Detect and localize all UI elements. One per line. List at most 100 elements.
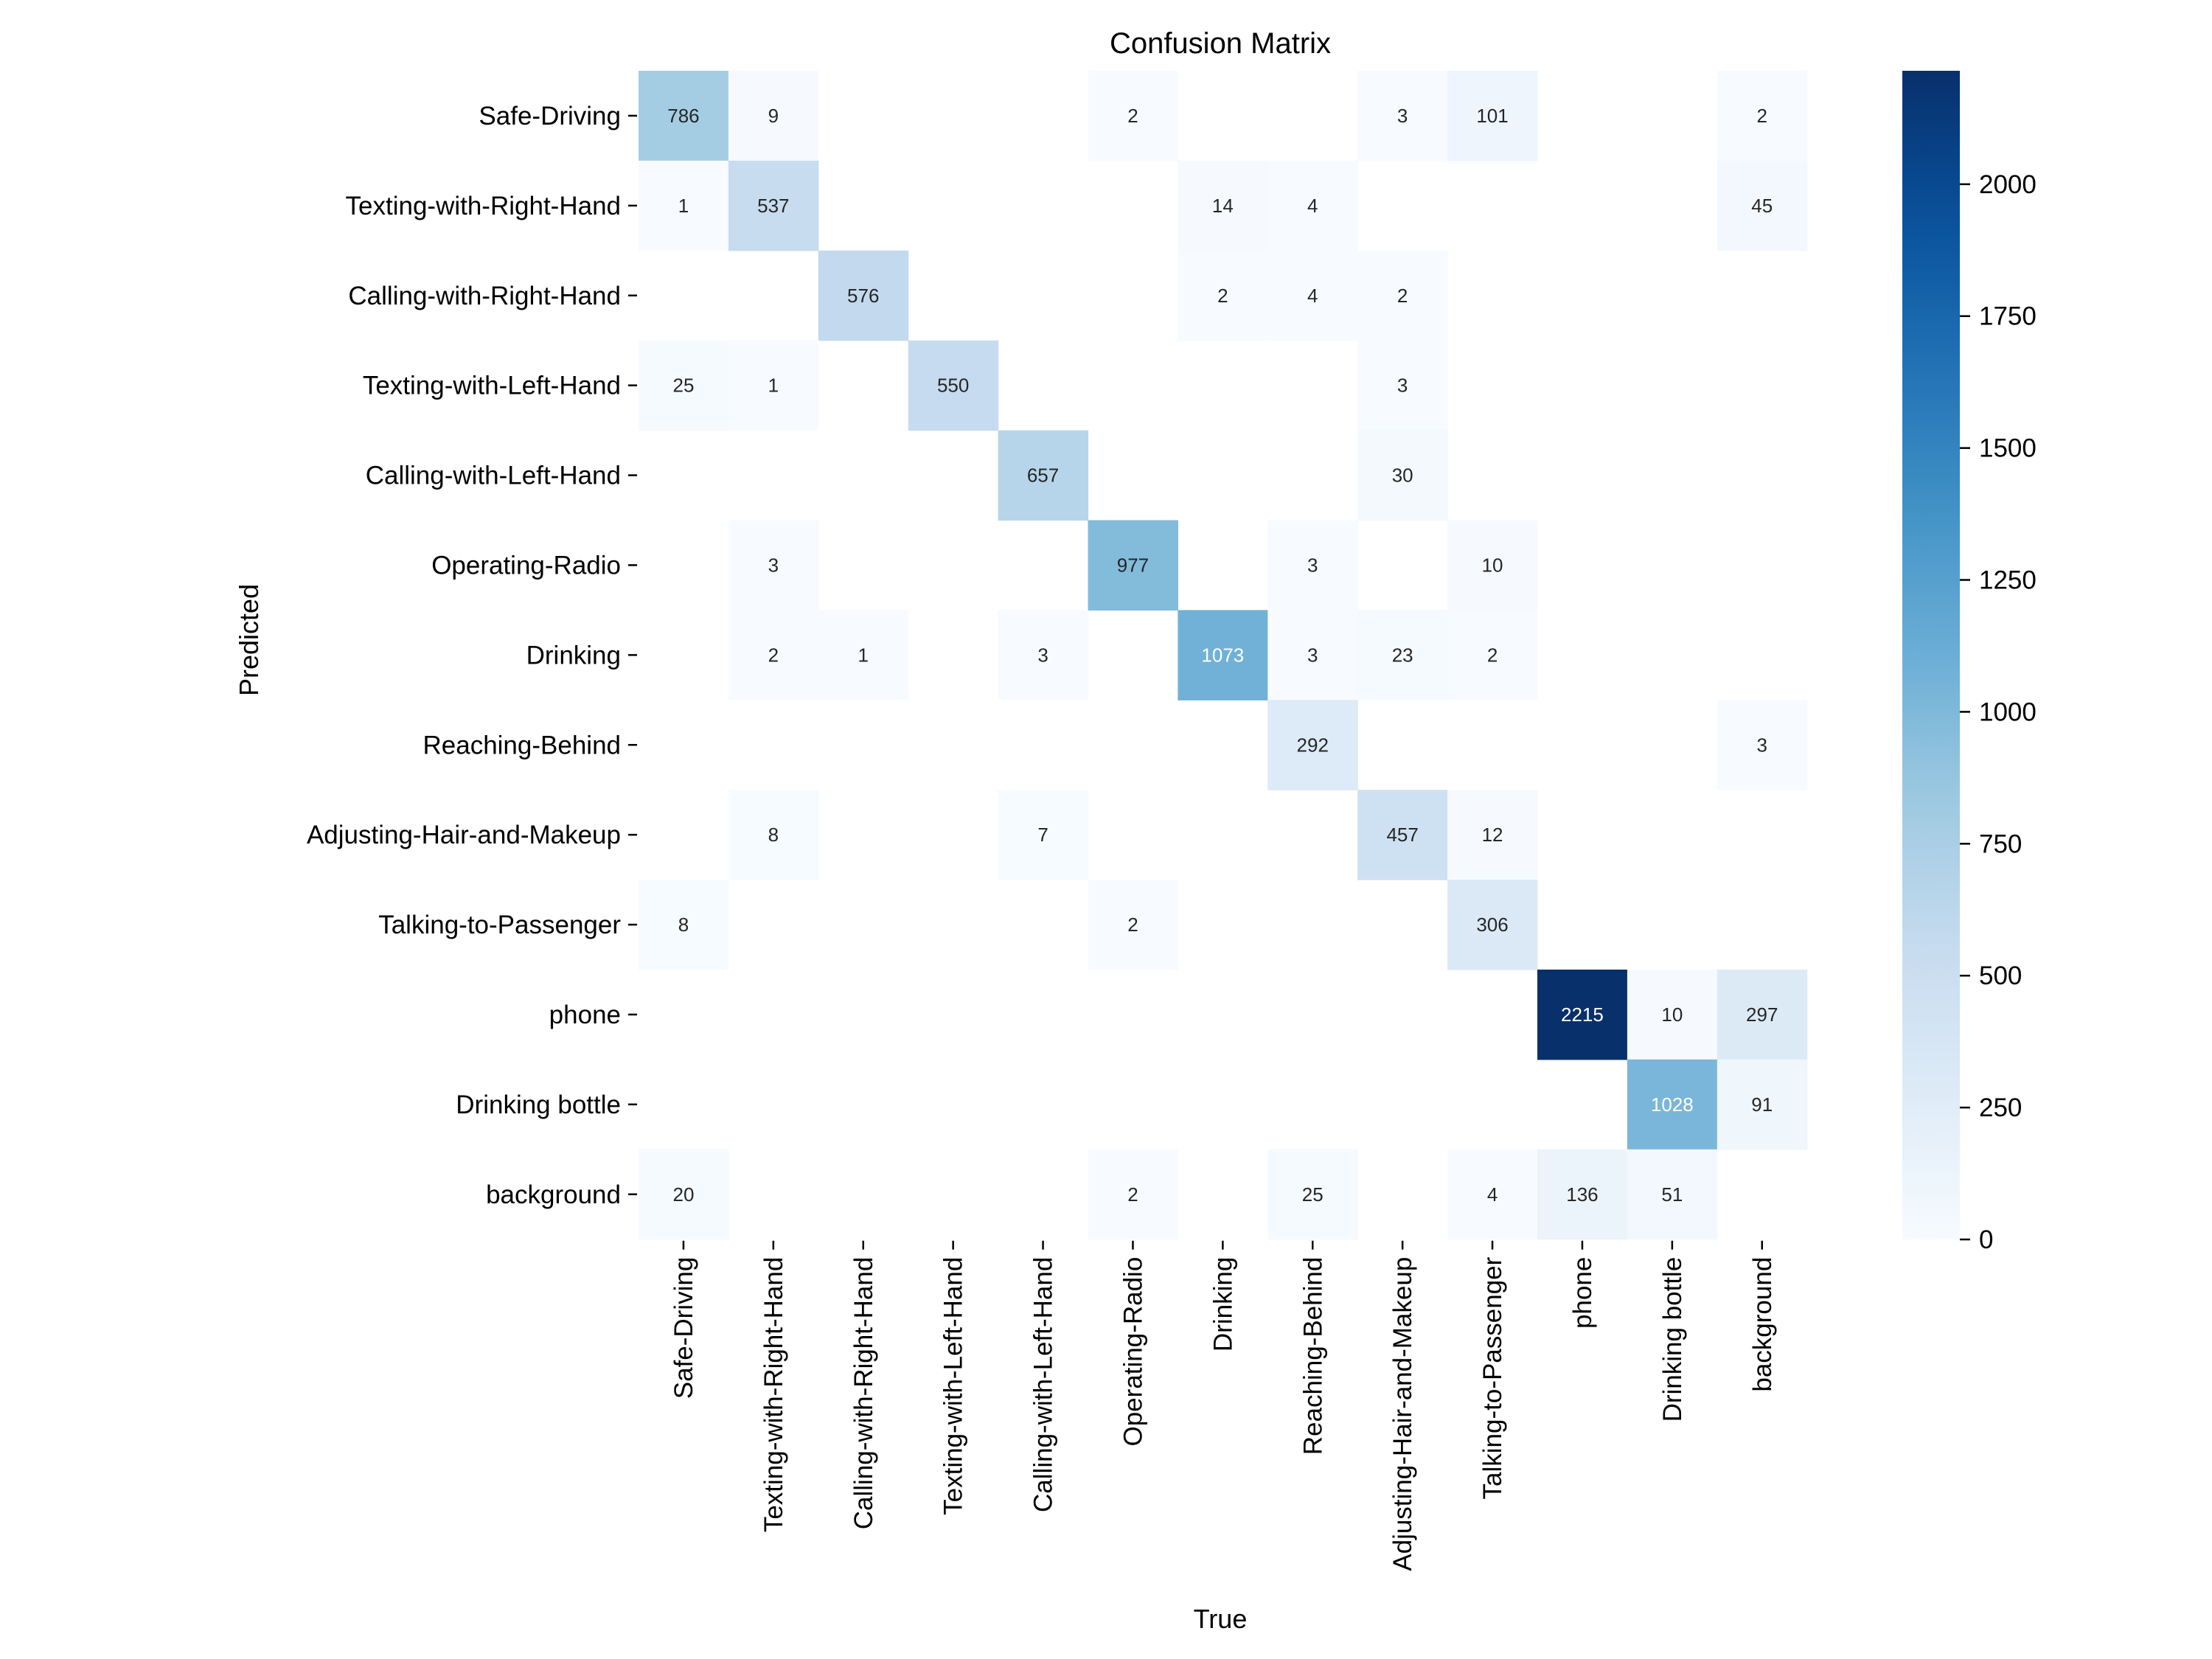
- cell-value-label: 977: [1117, 554, 1149, 576]
- heatmap-cell: [1447, 610, 1538, 700]
- cell-value-label: 91: [1751, 1093, 1773, 1116]
- heatmap-cell: [1178, 250, 1268, 341]
- cell-value-label: 25: [672, 375, 694, 397]
- col-tick-label: Adjusting-Hair-and-Makeup: [1388, 1257, 1417, 1571]
- cell-value-label: 550: [937, 375, 969, 397]
- cell-value-label: 3: [1307, 554, 1318, 576]
- cell-value-label: 3: [1397, 105, 1408, 127]
- cell-value-label: 30: [1392, 465, 1413, 487]
- cell-value-label: 1073: [1201, 644, 1244, 666]
- cell-value-label: 45: [1751, 195, 1773, 217]
- col-tick-label: Texting-with-Left-Hand: [939, 1257, 968, 1515]
- cell-value-label: 20: [672, 1183, 694, 1206]
- row-tick-label: Talking-to-Passenger: [378, 911, 621, 939]
- cell-value-label: 3: [1397, 375, 1408, 397]
- cell-value-label: 2: [1127, 105, 1138, 127]
- x-axis-label: True: [1194, 1604, 1248, 1634]
- heatmap-cell: [639, 71, 729, 161]
- heatmap-cell: [728, 520, 819, 611]
- row-tick-label: Reaching-Behind: [422, 731, 621, 759]
- cell-value-label: 537: [757, 195, 789, 217]
- cell-value-label: 2: [1127, 1183, 1138, 1206]
- row-tick-label: Texting-with-Right-Hand: [346, 192, 621, 220]
- row-tick-label: Texting-with-Left-Hand: [363, 372, 621, 400]
- chart-title: Confusion Matrix: [1110, 27, 1331, 60]
- heatmap-cell: [1267, 1149, 1358, 1240]
- heatmap-cell: [1357, 430, 1448, 521]
- cell-value-label: 2: [768, 644, 779, 666]
- heatmap-cell: [1717, 71, 1808, 161]
- col-tick-label: Reaching-Behind: [1298, 1257, 1327, 1455]
- cell-value-label: 1028: [1651, 1093, 1694, 1116]
- row-tick-label: Drinking: [526, 641, 621, 669]
- heatmap-cell: [639, 1149, 729, 1240]
- heatmap-cell: [1267, 520, 1358, 611]
- heatmap-cell: [1088, 880, 1178, 970]
- cell-value-label: 8: [678, 914, 689, 936]
- heatmap-cell: [1447, 790, 1538, 880]
- cell-value-label: 12: [1482, 824, 1503, 846]
- col-tick-label: phone: [1568, 1257, 1597, 1329]
- cell-value-label: 51: [1661, 1183, 1683, 1206]
- heatmap-cell: [639, 880, 729, 970]
- cell-value-label: 14: [1212, 195, 1234, 217]
- cell-value-label: 297: [1746, 1004, 1778, 1026]
- col-tick-label: Texting-with-Right-Hand: [759, 1257, 788, 1532]
- heatmap-cell: [1627, 970, 1718, 1060]
- heatmap-cell: [1357, 610, 1448, 700]
- cell-value-label: 306: [1476, 914, 1508, 936]
- colorbar-tick-label: 1250: [1979, 566, 2037, 595]
- heatmap-cell: [908, 340, 999, 431]
- heatmap-cell: [1717, 970, 1808, 1060]
- col-tick-label: Calling-with-Right-Hand: [849, 1257, 878, 1530]
- cell-value-label: 1: [678, 195, 689, 217]
- heatmap-cell: [728, 790, 819, 880]
- colorbar-tick-label: 1000: [1979, 698, 2037, 726]
- cell-value-label: 2: [1757, 105, 1767, 127]
- cell-value-label: 2215: [1561, 1004, 1604, 1026]
- cell-value-label: 1: [858, 644, 869, 666]
- heatmap-cell: [1447, 1149, 1538, 1240]
- cell-value-label: 2: [1487, 644, 1498, 666]
- col-tick-label: background: [1748, 1257, 1777, 1392]
- heatmap-cell: [1267, 250, 1358, 341]
- heatmap-cell: [639, 160, 729, 251]
- col-tick-label: Drinking bottle: [1658, 1257, 1687, 1422]
- heatmap-cell: [818, 250, 909, 341]
- row-tick-label: Calling-with-Right-Hand: [348, 282, 621, 310]
- y-axis-label: Predicted: [234, 584, 264, 696]
- heatmap-cell: [639, 340, 729, 431]
- cell-value-label: 7: [1037, 824, 1048, 846]
- cell-value-label: 10: [1661, 1004, 1683, 1026]
- cell-value-label: 8: [768, 824, 779, 846]
- cell-value-label: 101: [1476, 105, 1508, 127]
- heatmap-cell: [1537, 1149, 1628, 1240]
- heatmap-cell: [1267, 160, 1358, 251]
- cell-value-label: 25: [1302, 1183, 1324, 1206]
- cell-value-label: 4: [1307, 285, 1318, 307]
- heatmap-cells: [639, 71, 1808, 1240]
- cell-value-label: 2: [1217, 285, 1228, 307]
- cell-value-label: 1: [768, 375, 779, 397]
- cell-value-label: 657: [1027, 465, 1059, 487]
- heatmap-cell: [1627, 1149, 1718, 1240]
- colorbar-tick-label: 750: [1979, 830, 2022, 858]
- colorbar: [1902, 71, 1960, 1239]
- cell-value-label: 4: [1307, 195, 1318, 217]
- cell-value-label: 3: [768, 554, 779, 576]
- heatmap-cell: [1178, 160, 1268, 251]
- heatmap-cell: [818, 610, 909, 700]
- heatmap-cell: [1088, 520, 1178, 611]
- row-tick-label: phone: [549, 1001, 621, 1029]
- colorbar-ticks: 0 250 500 750 1000 1250 1500 1750 2000: [1960, 170, 2037, 1254]
- cell-value-label: 2: [1397, 285, 1408, 307]
- colorbar-tick-label: 1750: [1979, 302, 2037, 331]
- heatmap-cell: [1357, 790, 1448, 880]
- col-tick-label: Calling-with-Left-Hand: [1029, 1257, 1058, 1512]
- heatmap-cell: [1088, 71, 1178, 161]
- heatmap-cell: [728, 340, 819, 431]
- heatmap-cell: [728, 71, 819, 161]
- colorbar-tick-label: 0: [1979, 1225, 1993, 1254]
- col-tick-label: Operating-Radio: [1119, 1257, 1147, 1447]
